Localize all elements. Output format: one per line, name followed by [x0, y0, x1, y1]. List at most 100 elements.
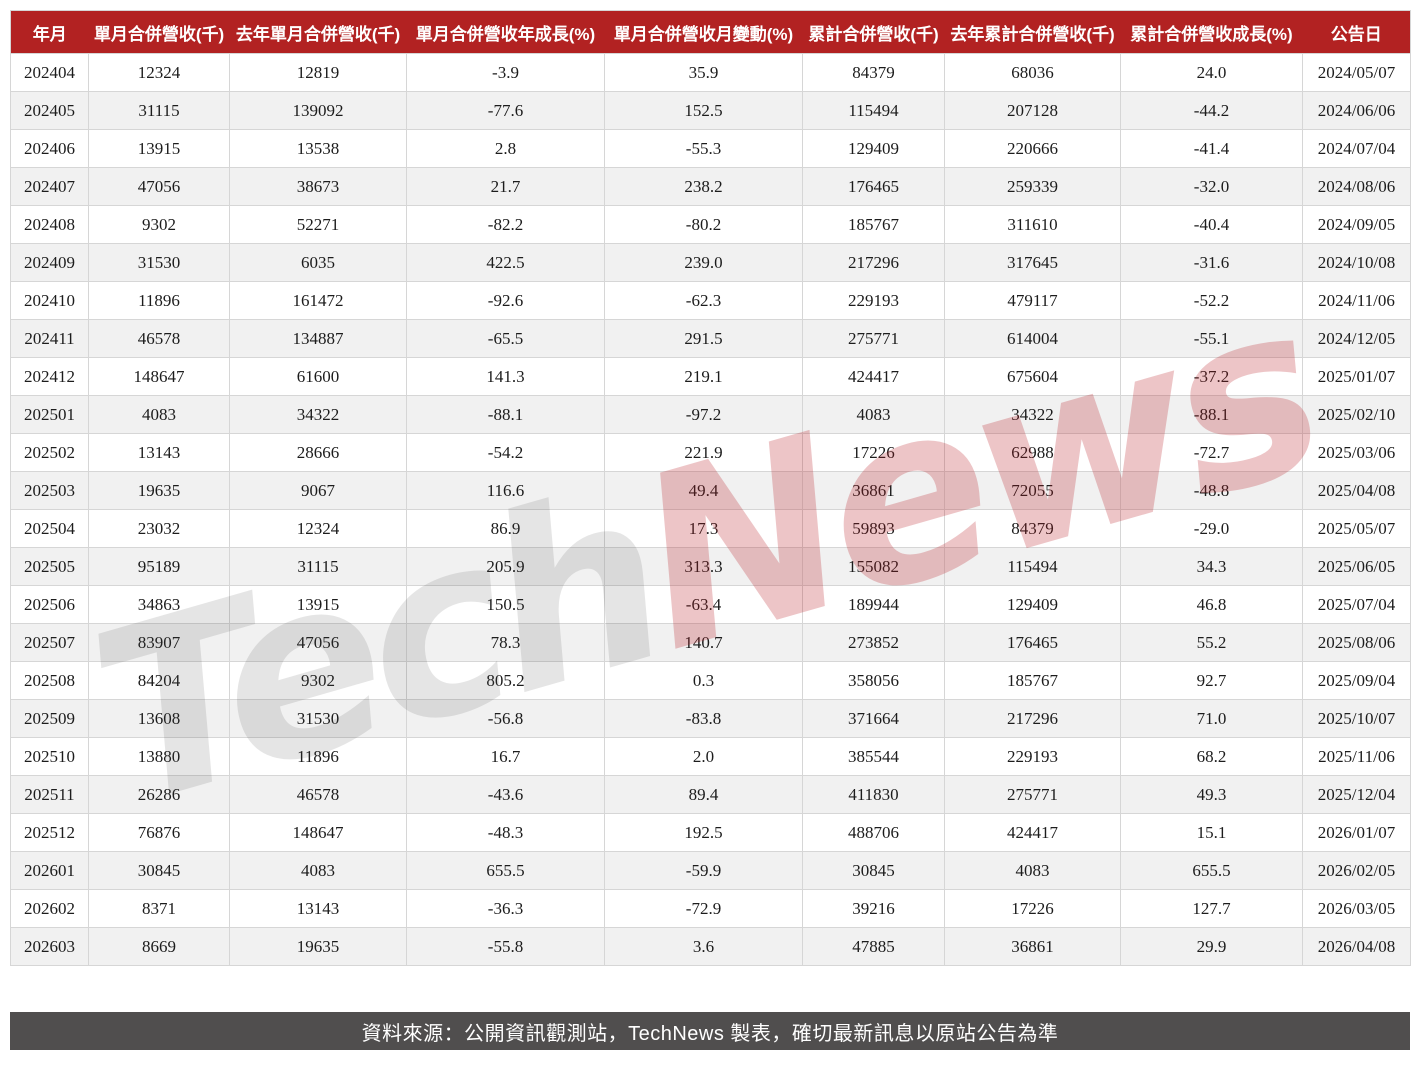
- column-header: 單月合併營收年成長(%): [406, 10, 605, 54]
- table-cell: -29.0: [1120, 509, 1303, 548]
- table-cell: 49.4: [604, 471, 803, 510]
- table-cell: 202511: [10, 775, 89, 814]
- table-cell: 189944: [802, 585, 945, 624]
- table-cell: 176465: [944, 623, 1121, 662]
- table-cell: 150.5: [406, 585, 605, 624]
- table-cell: 31530: [88, 243, 230, 282]
- table-cell: 134887: [229, 319, 407, 358]
- table-cell: -82.2: [406, 205, 605, 244]
- table-cell: -41.4: [1120, 129, 1303, 168]
- table-cell: 207128: [944, 91, 1121, 130]
- table-cell: 8669: [88, 927, 230, 966]
- table-cell: 202507: [10, 623, 89, 662]
- table-cell: -37.2: [1120, 357, 1303, 396]
- table-row: 202505 95189 31115 205.9 313.3 155082 115494 34…: [10, 547, 1411, 586]
- table-cell: 9302: [229, 661, 407, 700]
- table-cell: 115494: [802, 91, 945, 130]
- table-cell: 238.2: [604, 167, 803, 206]
- table-row: 202507 83907 47056 78.3 140.7 273852 176465 55.…: [10, 623, 1411, 662]
- table-cell: 2024/07/04: [1302, 129, 1411, 168]
- table-cell: 220666: [944, 129, 1121, 168]
- table-cell: 2025/02/10: [1302, 395, 1411, 434]
- table-cell: 317645: [944, 243, 1121, 282]
- table-cell: 6035: [229, 243, 407, 282]
- table-cell: 192.5: [604, 813, 803, 852]
- table-row: 202503 19635 9067 116.6 49.4 36861 72055 -48.8 2…: [10, 471, 1411, 510]
- table-cell: 141.3: [406, 357, 605, 396]
- table-cell: 95189: [88, 547, 230, 586]
- table-cell: -59.9: [604, 851, 803, 890]
- table-cell: 488706: [802, 813, 945, 852]
- table-cell: 219.1: [604, 357, 803, 396]
- table-cell: 13915: [88, 129, 230, 168]
- table-cell: 26286: [88, 775, 230, 814]
- table-cell: 4083: [229, 851, 407, 890]
- table-row: 202407 47056 38673 21.7 238.2 176465 259339 -32…: [10, 167, 1411, 206]
- table-cell: 148647: [229, 813, 407, 852]
- table-row: 202411 46578 134887 -65.5 291.5 275771 614004-…: [10, 319, 1411, 358]
- table-cell: 424417: [802, 357, 945, 396]
- table-cell: 2024/10/08: [1302, 243, 1411, 282]
- table-cell: -3.9: [406, 53, 605, 92]
- table-cell: 49.3: [1120, 775, 1303, 814]
- table-cell: 2024/05/07: [1302, 53, 1411, 92]
- table-cell: 2026/02/05: [1302, 851, 1411, 890]
- table-cell: 479117: [944, 281, 1121, 320]
- table-cell: 47056: [229, 623, 407, 662]
- table-cell: 424417: [944, 813, 1121, 852]
- table-cell: 52271: [229, 205, 407, 244]
- table-cell: 17226: [944, 889, 1121, 928]
- table-cell: 2026/01/07: [1302, 813, 1411, 852]
- table-cell: -83.8: [604, 699, 803, 738]
- table-row: 202512 76876 148647 -48.3 192.5 488706 424417 1…: [10, 813, 1411, 852]
- table-cell: 202410: [10, 281, 89, 320]
- table-cell: 59893: [802, 509, 945, 548]
- table-header: 年月 單月合併營收(千) 去年單月合併營收(千) 單月合併營收年成長(%) 單月合併營收…: [10, 10, 1411, 54]
- table-cell: 12324: [88, 53, 230, 92]
- table-cell: 2024/09/05: [1302, 205, 1411, 244]
- table-cell: 84204: [88, 661, 230, 700]
- table-cell: 202409: [10, 243, 89, 282]
- table-cell: 13915: [229, 585, 407, 624]
- table-cell: 13880: [88, 737, 230, 776]
- table-cell: 152.5: [604, 91, 803, 130]
- table-row: 202502 13143 28666 -54.2 221.9 17226 62988 -72.…: [10, 433, 1411, 472]
- table-cell: 83907: [88, 623, 230, 662]
- table-cell: 371664: [802, 699, 945, 738]
- table-row: 202511 26286 46578 -43.6 89.4 411830 275771 49.…: [10, 775, 1411, 814]
- table-cell: -65.5: [406, 319, 605, 358]
- table-cell: 38673: [229, 167, 407, 206]
- table-row: 202602 8371 13143 -36.3 -72.9 39216 17226 127.7…: [10, 889, 1411, 928]
- table-cell: 19635: [88, 471, 230, 510]
- table-cell: 4083: [88, 395, 230, 434]
- table-cell: 385544: [802, 737, 945, 776]
- table-cell: -62.3: [604, 281, 803, 320]
- table-cell: 35.9: [604, 53, 803, 92]
- table-cell: 19635: [229, 927, 407, 966]
- table-cell: -55.3: [604, 129, 803, 168]
- table-cell: 2026/03/05: [1302, 889, 1411, 928]
- monthly-revenue-table-container: 年月 單月合併營收(千) 去年單月合併營收(千) 單月合併營收年成長(%) 單月合併營收…: [10, 10, 1411, 966]
- table-cell: 29.9: [1120, 927, 1303, 966]
- table-cell: 13538: [229, 129, 407, 168]
- table-cell: 72055: [944, 471, 1121, 510]
- table-cell: 2024/12/05: [1302, 319, 1411, 358]
- table-cell: 92.7: [1120, 661, 1303, 700]
- table-cell: 127.7: [1120, 889, 1303, 928]
- table-cell: -32.0: [1120, 167, 1303, 206]
- table-cell: 275771: [802, 319, 945, 358]
- table-cell: 2025/03/06: [1302, 433, 1411, 472]
- table-cell: 9302: [88, 205, 230, 244]
- table-cell: -48.3: [406, 813, 605, 852]
- column-header: 去年累計合併營收(千): [944, 10, 1121, 54]
- table-cell: 139092: [229, 91, 407, 130]
- table-cell: -97.2: [604, 395, 803, 434]
- table-cell: -55.8: [406, 927, 605, 966]
- table-cell: 202601: [10, 851, 89, 890]
- table-cell: 129409: [944, 585, 1121, 624]
- table-cell: 2024/06/06: [1302, 91, 1411, 130]
- table-cell: 39216: [802, 889, 945, 928]
- table-cell: 31115: [88, 91, 230, 130]
- table-cell: 12819: [229, 53, 407, 92]
- table-cell: 202411: [10, 319, 89, 358]
